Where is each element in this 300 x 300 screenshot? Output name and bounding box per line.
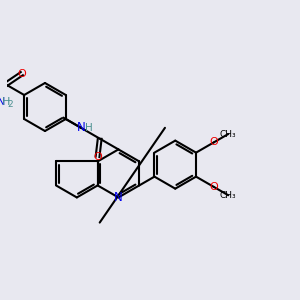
Text: CH₃: CH₃ <box>220 191 237 200</box>
Text: CH₃: CH₃ <box>220 130 237 139</box>
Text: N: N <box>76 121 85 134</box>
Text: N: N <box>0 97 5 107</box>
Text: O: O <box>17 69 26 79</box>
Text: H: H <box>2 97 10 107</box>
Text: H: H <box>85 123 93 133</box>
Text: O: O <box>93 152 102 162</box>
Text: O: O <box>209 182 218 192</box>
Text: O: O <box>209 137 218 147</box>
Text: N: N <box>114 191 123 204</box>
Text: 2: 2 <box>8 100 13 109</box>
